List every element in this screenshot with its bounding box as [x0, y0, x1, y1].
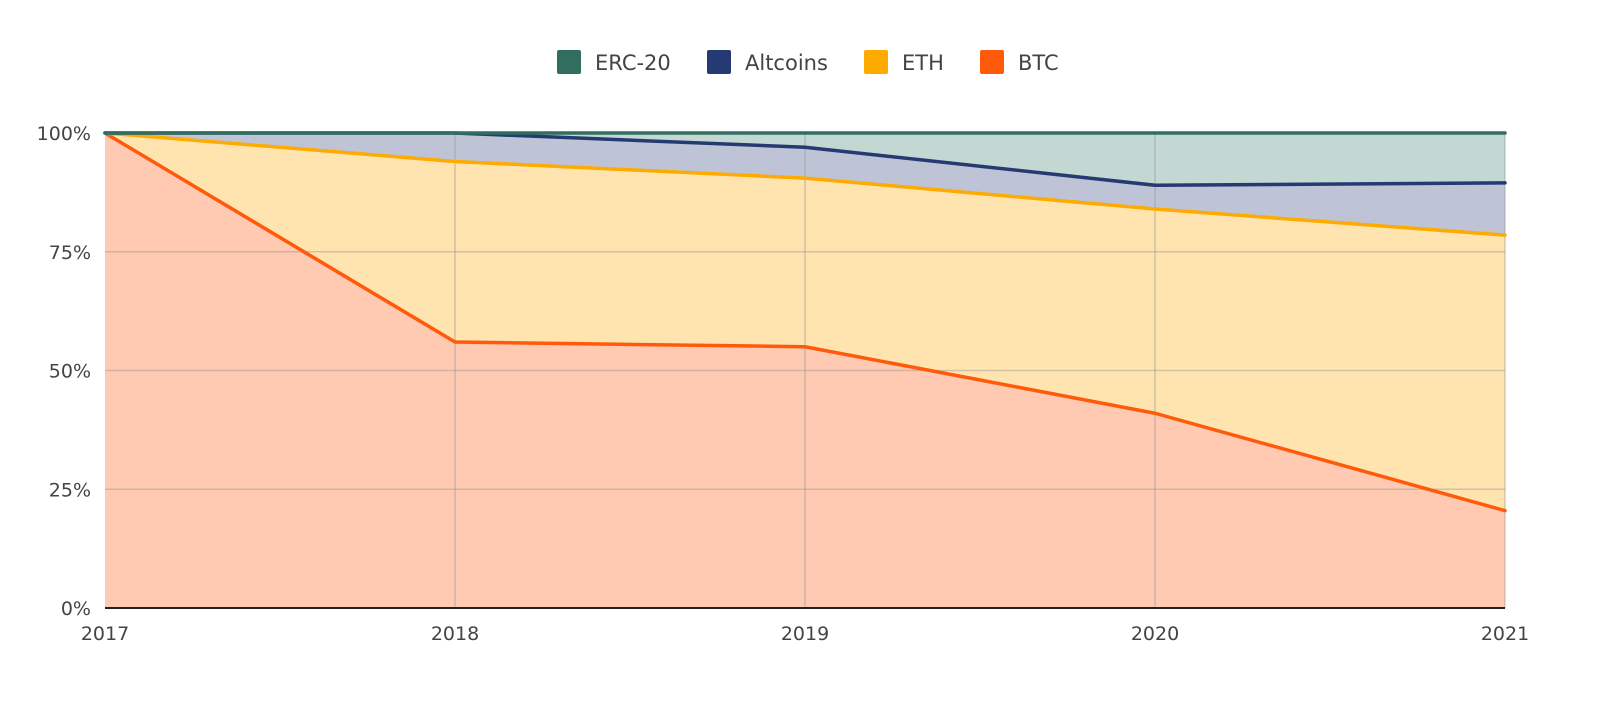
legend-swatch-eth	[864, 50, 888, 74]
legend-item-btc[interactable]: BTC	[980, 50, 1059, 75]
area-erc20	[105, 133, 1505, 186]
area-eth	[105, 133, 1505, 511]
legend-swatch-erc-20	[557, 50, 581, 74]
y-tick-label: 25%	[49, 479, 91, 501]
line-eth	[103, 131, 1507, 237]
legend: ERC-20 Altcoins ETH BTC	[557, 50, 1059, 75]
y-tick-label: 0%	[61, 598, 91, 620]
legend-label-eth: ETH	[902, 51, 944, 75]
legend-label-altcoins: Altcoins	[745, 51, 828, 75]
x-tick-label: 2020	[1131, 623, 1179, 645]
axis-layer: 0% 25% 50% 75% 100% 2017 2018 2019 2020 2021	[37, 123, 1530, 645]
line-btc	[103, 131, 1507, 513]
y-tick-label: 75%	[49, 242, 91, 264]
x-tick-label: 2019	[781, 623, 829, 645]
area-altcoins	[105, 133, 1505, 236]
x-tick-label: 2018	[431, 623, 479, 645]
x-tick-label: 2021	[1481, 623, 1529, 645]
legend-item-erc-20[interactable]: ERC-20	[557, 50, 671, 75]
legend-swatch-altcoins	[707, 50, 731, 74]
area-layer	[105, 133, 1505, 608]
area-btc	[105, 133, 1505, 608]
line-layer	[103, 131, 1507, 513]
legend-swatch-btc	[980, 50, 1004, 74]
legend-item-altcoins[interactable]: Altcoins	[707, 50, 828, 75]
x-tick-label: 2017	[81, 623, 129, 645]
y-tick-label: 50%	[49, 361, 91, 383]
y-tick-label: 100%	[37, 123, 91, 145]
legend-item-eth[interactable]: ETH	[864, 50, 944, 75]
legend-label-erc-20: ERC-20	[595, 51, 671, 75]
legend-label-btc: BTC	[1018, 51, 1059, 75]
